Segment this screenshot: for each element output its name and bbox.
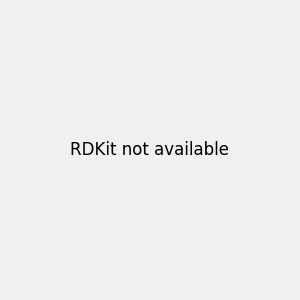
Text: RDKit not available: RDKit not available: [70, 141, 230, 159]
